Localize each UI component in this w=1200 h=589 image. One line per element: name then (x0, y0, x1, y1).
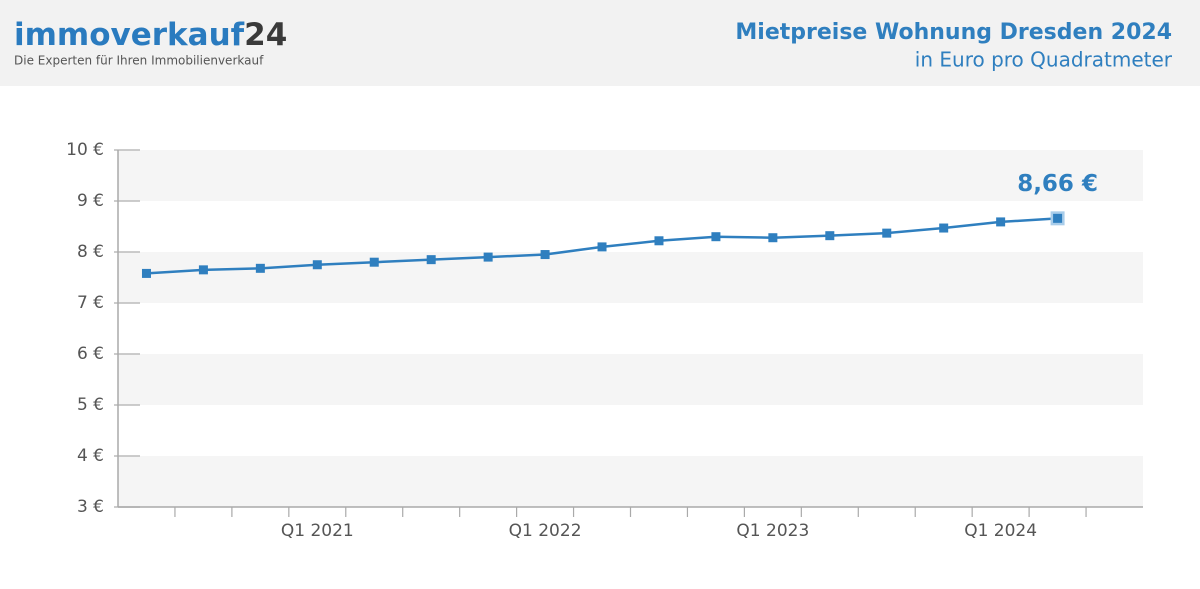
grid-band (118, 150, 1143, 201)
marker (540, 250, 550, 260)
x-tick-label: Q1 2024 (964, 521, 1037, 541)
marker (141, 268, 151, 278)
value-label: 8,66 € (1017, 171, 1098, 197)
marker (198, 265, 208, 275)
x-tick-label: Q1 2021 (281, 521, 354, 541)
grid-band (118, 252, 1143, 303)
marker (882, 228, 892, 238)
grid-band (118, 354, 1143, 405)
x-tick-label: Q1 2022 (509, 521, 582, 541)
marker (369, 257, 379, 267)
logo-text: immoverkauf (14, 17, 245, 53)
y-tick-label: 4 € (77, 446, 104, 466)
y-tick-label: 6 € (77, 344, 104, 364)
chart-title: Mietpreise Wohnung Dresden 2024 (735, 20, 1172, 45)
x-tick-label: Q1 2023 (736, 521, 809, 541)
logo: immoverkauf24 (14, 17, 287, 53)
marker (939, 223, 949, 233)
marker (654, 236, 664, 246)
grid-band (118, 456, 1143, 507)
y-tick-label: 5 € (77, 395, 104, 415)
y-tick-label: 3 € (77, 497, 104, 517)
marker (483, 252, 493, 262)
y-tick-label: 9 € (77, 191, 104, 211)
header-band (0, 0, 1200, 86)
y-tick-label: 8 € (77, 242, 104, 262)
chart-subtitle: in Euro pro Quadratmeter (915, 48, 1173, 72)
marker (255, 263, 265, 273)
marker (426, 255, 436, 265)
marker (768, 233, 778, 243)
logo-suffix: 24 (244, 17, 287, 53)
marker (597, 242, 607, 252)
y-tick-label: 7 € (77, 293, 104, 313)
marker (996, 217, 1006, 227)
marker (825, 231, 835, 241)
tagline: Die Experten für Ihren Immobilienverkauf (14, 54, 264, 68)
marker (312, 260, 322, 270)
y-tick-label: 10 € (66, 140, 104, 160)
marker (711, 232, 721, 242)
marker (1053, 213, 1063, 223)
